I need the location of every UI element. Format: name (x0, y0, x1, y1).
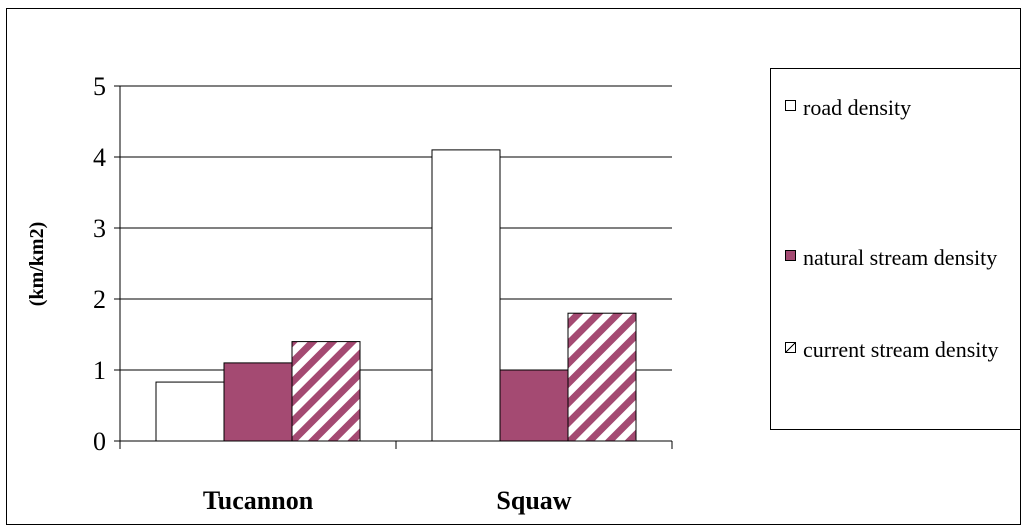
legend-swatch-natural-stream-density (785, 250, 796, 261)
y-tick-label-2: 2 (93, 285, 106, 314)
bar-tucannon-natural-stream-density (223, 362, 293, 442)
legend-label-current-stream-density: current stream density (803, 337, 999, 362)
bar-chart: 0 1 2 3 4 5 Tucannon Squaw (km/km2) (26, 72, 673, 515)
bar-squaw-current-stream-density (567, 312, 637, 442)
chart-frame: 0 1 2 3 4 5 Tucannon Squaw (km/km2) road density… (6, 8, 1021, 525)
bar-squaw-road-density (431, 149, 501, 442)
legend-label-natural-stream-density: natural stream density (803, 245, 998, 270)
legend-swatch-road-density (785, 100, 796, 111)
x-category-label-tucannon: Tucannon (203, 486, 314, 515)
bar-tucannon-road-density (155, 381, 225, 442)
y-tick-label-0: 0 (93, 427, 106, 456)
legend-swatch-current-stream-density (785, 342, 796, 353)
y-tick-label-5: 5 (93, 72, 106, 101)
y-tick-label-3: 3 (93, 214, 106, 243)
x-category-label-squaw: Squaw (496, 486, 571, 515)
legend: road density natural stream density curr… (770, 68, 1020, 430)
legend-label-road-density: road density (803, 95, 912, 120)
y-tick-label-1: 1 (93, 356, 106, 385)
y-axis-label: (km/km2) (26, 222, 48, 306)
bar-squaw-natural-stream-density (499, 369, 569, 442)
y-tick-label-4: 4 (93, 143, 106, 172)
bar-tucannon-current-stream-density (291, 341, 361, 442)
